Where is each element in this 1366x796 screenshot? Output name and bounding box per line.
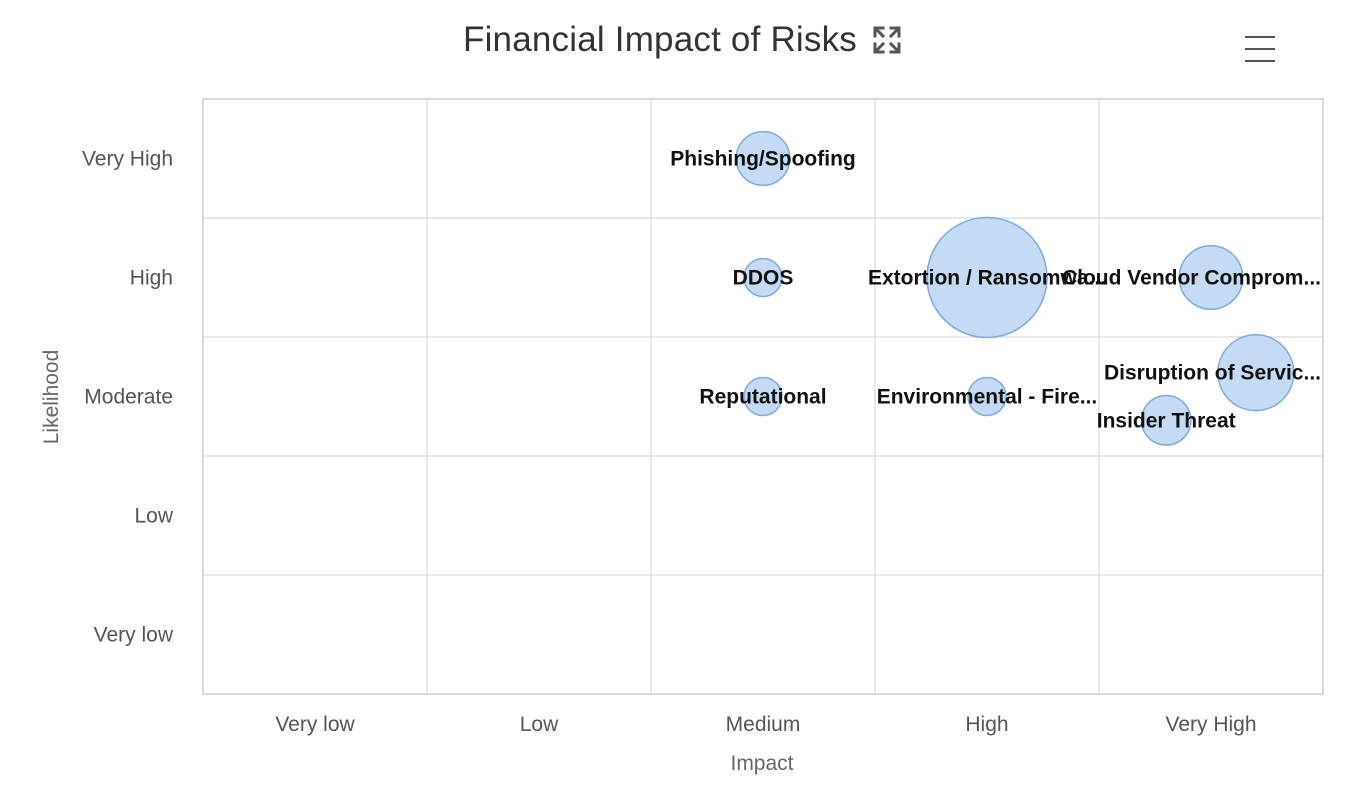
bubble xyxy=(1217,334,1295,412)
y-axis-title: Likelihood xyxy=(40,350,63,445)
x-tick-label: Very low xyxy=(275,713,355,736)
bubble xyxy=(1178,245,1244,310)
bubble xyxy=(743,376,783,417)
bubble-label: Environmental - Fire... xyxy=(877,386,1098,409)
expand-icon[interactable] xyxy=(871,24,903,56)
bubble-label: Phishing/Spoofing xyxy=(670,148,855,171)
menu-line xyxy=(1245,48,1275,50)
data-labels: Phishing/Spoofing DDOS Reputational Extorti… xyxy=(670,148,1321,433)
bubble-label: Insider Threat xyxy=(1097,409,1236,432)
bubble xyxy=(967,376,1007,417)
x-tick-label: High xyxy=(965,713,1008,736)
x-axis-ticks: Very low Low Medium High Very High xyxy=(275,713,1256,736)
hamburger-menu-icon[interactable] xyxy=(1238,30,1282,68)
grid xyxy=(203,99,1323,694)
bubble xyxy=(926,216,1048,339)
x-tick-label: Medium xyxy=(726,713,801,736)
bubble xyxy=(1140,394,1192,446)
bubble xyxy=(735,130,791,187)
bubble-label: Disruption of Servic... xyxy=(1104,362,1321,385)
x-tick-label: Very High xyxy=(1165,713,1256,736)
bubble-label: Cloud Vendor Comprom... xyxy=(1062,267,1321,290)
x-axis-title: Impact xyxy=(730,752,793,775)
y-tick-label: Low xyxy=(134,505,173,528)
bubble xyxy=(743,257,783,298)
bubble-label: DDOS xyxy=(733,267,794,290)
y-tick-label: Very High xyxy=(82,148,173,171)
y-axis-ticks: Very low Low Moderate High Very High xyxy=(82,148,174,647)
menu-line xyxy=(1245,36,1275,38)
bubble-label: Reputational xyxy=(699,386,826,409)
chart-title: Financial Impact of Risks xyxy=(462,20,858,59)
title-row: Financial Impact of Risks xyxy=(0,20,1366,60)
y-tick-label: High xyxy=(130,267,173,290)
y-tick-label: Very low xyxy=(94,624,174,647)
chart-header: Financial Impact of Risks xyxy=(0,0,1366,90)
x-tick-label: Low xyxy=(520,713,559,736)
menu-line xyxy=(1245,60,1275,62)
bubbles xyxy=(735,130,1295,446)
bubble-label: Extortion / Ransomwa... xyxy=(868,267,1106,290)
plot-area-border xyxy=(202,98,1324,695)
y-tick-label: Moderate xyxy=(84,386,173,409)
